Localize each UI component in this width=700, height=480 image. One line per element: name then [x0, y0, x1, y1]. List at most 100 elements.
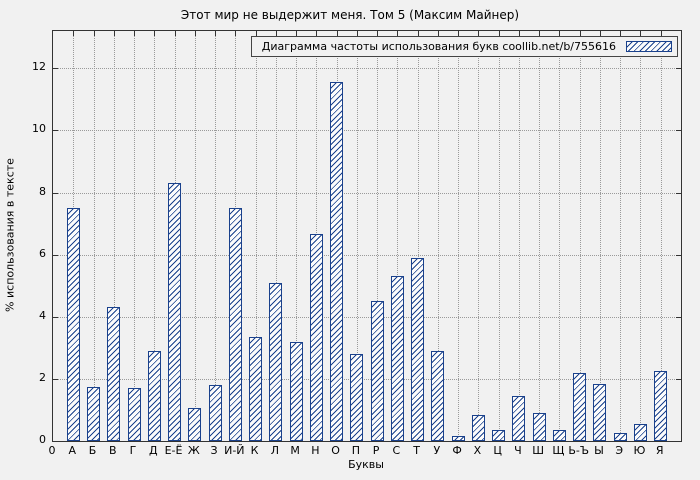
bar	[350, 354, 364, 441]
x-tick-mark	[154, 31, 156, 36]
bar	[593, 383, 607, 441]
x-tick-label: К	[250, 444, 259, 457]
x-tick-mark	[134, 31, 136, 36]
x-tick-mark	[113, 31, 115, 36]
legend: Диаграмма частоты использования букв coo…	[250, 36, 678, 57]
plot-area: Диаграмма частоты использования букв coo…	[52, 30, 682, 442]
legend-swatch	[626, 41, 672, 52]
y-tick-mark	[676, 378, 681, 380]
legend-label: Диаграмма частоты использования букв coo…	[261, 40, 616, 53]
gridline-vertical	[478, 31, 480, 441]
bar	[573, 372, 587, 441]
gridline-vertical	[660, 31, 662, 441]
bar	[633, 423, 647, 441]
bar	[208, 385, 222, 441]
x-tick-mark	[397, 31, 399, 36]
x-tick-mark	[539, 31, 541, 36]
bar	[269, 282, 283, 441]
bar	[613, 433, 627, 441]
x-tick-mark	[316, 31, 318, 36]
x-origin-label: 0	[48, 444, 56, 457]
gridline-vertical	[599, 31, 601, 441]
bar	[289, 341, 303, 441]
bar	[249, 336, 263, 441]
y-tick-label: 12	[32, 60, 46, 74]
gridline-vertical	[498, 31, 500, 441]
gridline-horizontal	[53, 130, 681, 132]
gridline-vertical	[539, 31, 541, 441]
x-tick-mark	[518, 31, 520, 36]
x-tick-mark	[194, 31, 196, 36]
bar	[370, 301, 384, 441]
gridline-vertical	[296, 31, 298, 441]
x-axis-label: Буквы	[348, 458, 384, 471]
y-tick-label: 10	[32, 122, 46, 136]
gridline-vertical	[640, 31, 642, 441]
gridline-vertical	[194, 31, 196, 441]
x-tick-mark	[417, 31, 419, 36]
y-axis-label: % использования в тексте	[3, 158, 17, 312]
gridline-horizontal	[53, 316, 681, 318]
x-tick-label: О	[331, 444, 340, 457]
x-tick-label: З	[210, 444, 218, 457]
x-tick-label: С	[392, 444, 401, 457]
y-tick-label: 0	[39, 433, 46, 446]
x-tick-label: Т	[413, 444, 420, 457]
bar	[512, 395, 526, 441]
bar	[451, 436, 465, 441]
x-tick-mark	[377, 31, 379, 36]
y-tick-mark	[676, 130, 681, 132]
gridline-vertical	[134, 31, 136, 441]
y-tick-mark	[676, 68, 681, 70]
bar	[188, 408, 202, 441]
x-tick-label: Л	[270, 444, 279, 457]
y-tick-mark	[53, 378, 58, 380]
x-tick-label: Д	[148, 444, 158, 457]
x-tick-mark	[660, 31, 662, 36]
bar	[552, 430, 566, 441]
x-tick-label: И-Й	[224, 444, 245, 457]
x-tick-label: У	[433, 444, 441, 457]
y-tick-label: 8	[39, 184, 46, 198]
x-tick-label: Э	[615, 444, 624, 457]
gridline-vertical	[93, 31, 95, 441]
gridline-horizontal	[53, 254, 681, 256]
gridline-horizontal	[53, 68, 681, 70]
x-tick-label: Щ	[552, 444, 565, 457]
x-tick-mark	[478, 31, 480, 36]
x-tick-label: Ч	[514, 444, 522, 457]
x-tick-label: Ц	[493, 444, 502, 457]
x-tick-mark	[336, 31, 338, 36]
gridline-vertical	[154, 31, 156, 441]
x-tick-mark	[73, 31, 75, 36]
y-tick-mark	[53, 68, 58, 70]
y-tick-mark	[53, 254, 58, 256]
gridline-vertical	[579, 31, 581, 441]
chart-title: Этот мир не выдержит меня. Том 5 (Максим…	[180, 8, 520, 22]
bar	[471, 414, 485, 441]
bar	[87, 386, 101, 441]
x-tick-mark	[620, 31, 622, 36]
gridline-vertical	[356, 31, 358, 441]
x-tick-label: Ы	[594, 444, 604, 457]
gridline-vertical	[437, 31, 439, 441]
y-tick-mark	[676, 254, 681, 256]
gridline-vertical	[255, 31, 257, 441]
bar	[654, 371, 668, 441]
bar	[228, 208, 242, 441]
bar	[107, 307, 121, 441]
x-tick-label: Х	[473, 444, 482, 457]
x-tick-label: Г	[129, 444, 137, 457]
x-tick-mark	[599, 31, 601, 36]
bar	[127, 388, 141, 441]
gridline-vertical	[417, 31, 419, 441]
gridline-vertical	[215, 31, 217, 441]
x-tick-label: Я	[655, 444, 664, 457]
bar	[309, 234, 323, 441]
x-tick-label: Н	[311, 444, 320, 457]
x-tick-label: Ф	[452, 444, 462, 457]
y-tick-mark	[676, 441, 681, 442]
x-tick-mark	[215, 31, 217, 36]
gridline-horizontal	[53, 192, 681, 194]
